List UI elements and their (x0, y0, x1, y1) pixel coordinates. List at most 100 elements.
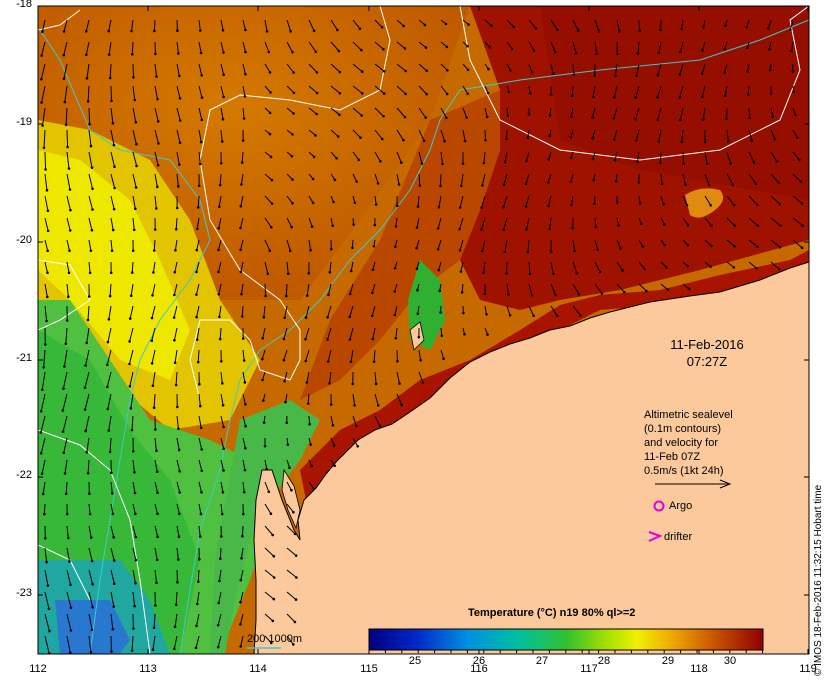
velocity-arrow (195, 635, 200, 648)
velocity-arrow (572, 261, 578, 274)
velocity-arrow-head (634, 117, 637, 121)
velocity-arrow-head (174, 227, 178, 231)
velocity-arrow-head (110, 471, 113, 475)
velocity-arrow (525, 195, 530, 207)
velocity-arrow (110, 173, 116, 189)
velocity-arrow (198, 481, 202, 493)
velocity-arrow-head (88, 271, 92, 275)
velocity-arrow (747, 85, 750, 95)
velocity-arrow (43, 349, 46, 368)
velocity-arrow (396, 107, 406, 118)
velocity-arrow (132, 173, 137, 188)
velocity-arrow (132, 151, 138, 167)
velocity-arrow (702, 107, 706, 120)
velocity-arrow-head (771, 115, 774, 118)
velocity-arrow-head (173, 647, 176, 650)
velocity-arrow (308, 63, 318, 73)
velocity-arrow-head (353, 404, 356, 407)
velocity-arrow-head (680, 27, 683, 31)
velocity-arrow (791, 41, 794, 51)
velocity-arrow-head (682, 162, 685, 165)
velocity-arrow (374, 129, 383, 140)
velocity-arrow-head (436, 227, 440, 230)
velocity-arrow-head (128, 362, 131, 366)
velocity-arrow-head (328, 382, 331, 385)
velocity-arrow-head (337, 49, 341, 53)
velocity-arrow (87, 85, 90, 102)
velocity-arrow-head (222, 51, 225, 54)
velocity-arrow (726, 217, 736, 226)
velocity-arrow (264, 283, 267, 296)
velocity-arrow (308, 415, 311, 425)
velocity-arrow-head (134, 186, 138, 189)
velocity-arrow (41, 371, 46, 390)
velocity-arrow (770, 107, 774, 117)
velocity-arrow-head (200, 118, 204, 122)
velocity-arrow-head (222, 469, 225, 472)
velocity-arrow (66, 547, 70, 562)
velocity-arrow-head (310, 225, 314, 228)
velocity-arrow-head (532, 314, 535, 318)
velocity-arrow-head (285, 294, 288, 298)
velocity-arrow (264, 151, 272, 158)
velocity-arrow (484, 305, 487, 315)
velocity-arrow (440, 173, 442, 186)
velocity-arrow-head (178, 119, 182, 122)
velocity-arrow-head (554, 293, 557, 297)
velocity-arrow-head (48, 629, 51, 633)
velocity-arrow (132, 481, 136, 494)
velocity-arrow (350, 349, 354, 362)
velocity-arrow (351, 239, 354, 248)
velocity-arrow-head (200, 448, 203, 451)
velocity-arrow-head (777, 268, 781, 271)
velocity-arrow (242, 393, 246, 405)
velocity-arrow-head (39, 431, 43, 434)
velocity-arrow-head (176, 29, 179, 32)
velocity-arrow-head (777, 181, 780, 185)
velocity-arrow (396, 393, 403, 406)
velocity-arrow (218, 239, 222, 251)
velocity-arrow-head (244, 50, 247, 54)
velocity-arrow (395, 327, 398, 339)
velocity-arrow-head (152, 626, 156, 629)
velocity-arrow-head (67, 536, 70, 540)
velocity-arrow-head (679, 50, 682, 53)
velocity-arrow-head (156, 535, 159, 539)
velocity-arrow-head (724, 24, 727, 28)
velocity-arrow (110, 151, 115, 167)
velocity-arrow-head (200, 469, 204, 473)
velocity-arrow (175, 371, 178, 386)
velocity-arrow (285, 393, 288, 403)
y-tick-label: -19 (16, 116, 32, 128)
velocity-arrow-head (332, 200, 335, 204)
velocity-arrow (659, 151, 662, 163)
velocity-arrow (437, 239, 442, 250)
velocity-arrow (198, 107, 203, 120)
velocity-arrow (62, 415, 68, 432)
velocity-arrow-head (42, 366, 45, 369)
velocity-arrow-head (130, 649, 134, 652)
velocity-arrow-head (242, 359, 246, 362)
velocity-arrow-head (91, 582, 94, 586)
velocity-arrow (550, 63, 554, 74)
velocity-arrow (41, 41, 46, 56)
velocity-arrow-head (90, 166, 94, 169)
velocity-arrow (330, 107, 340, 116)
velocity-arrow-head (594, 225, 598, 229)
velocity-arrow-head (376, 404, 380, 407)
x-tick-label: 112 (29, 663, 47, 675)
velocity-arrow (154, 151, 159, 166)
velocity-arrow (636, 63, 640, 76)
velocity-arrow-head (315, 71, 319, 74)
velocity-arrow-head (154, 52, 157, 56)
velocity-arrow-head (398, 382, 401, 385)
velocity-arrow-head (307, 271, 311, 275)
velocity-arrow (660, 195, 664, 205)
velocity-arrow (506, 129, 508, 140)
velocity-arrow-head (790, 49, 793, 52)
velocity-arrow (657, 85, 662, 98)
velocity-arrow (372, 261, 376, 270)
velocity-arrow-head (111, 512, 115, 516)
velocity-arrow-head (286, 272, 290, 276)
